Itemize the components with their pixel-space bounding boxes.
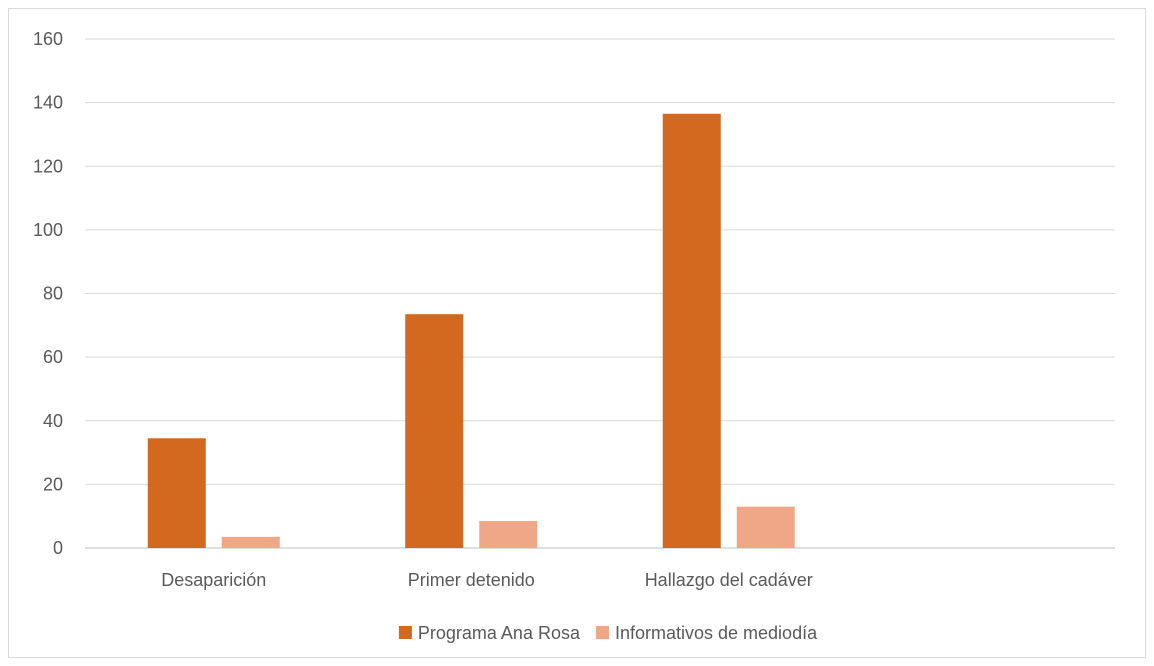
- bar-informativos-de-mediodia: [479, 520, 538, 548]
- x-axis-categories: Desaparición Primer detenido Hallazgo del …: [161, 570, 813, 590]
- bars: [147, 113, 795, 549]
- y-tick-label: 20: [43, 474, 63, 494]
- bar-informativos-de-mediodia: [736, 506, 795, 548]
- bar-programa-ana-rosa: [662, 113, 721, 549]
- bar-informativos-de-mediodia: [221, 536, 280, 548]
- legend-swatch: [595, 626, 609, 639]
- x-category-label: Primer detenido: [408, 570, 535, 590]
- y-tick-label: 0: [53, 538, 63, 558]
- bar-programa-ana-rosa: [405, 314, 464, 548]
- y-tick-label: 40: [43, 411, 63, 431]
- chart-frame: [8, 8, 1146, 658]
- legend: Programa Ana Rosa Informativos de mediodí…: [398, 623, 818, 643]
- x-category-label: Hallazgo del cadáver: [645, 570, 813, 590]
- y-tick-label: 120: [33, 156, 63, 176]
- gridlines: [85, 38, 1115, 549]
- legend-label: Programa Ana Rosa: [418, 623, 581, 643]
- x-category-label: Desaparición: [161, 570, 266, 590]
- bar-programa-ana-rosa: [147, 438, 206, 548]
- legend-label: Informativos de mediodía: [615, 623, 818, 643]
- y-tick-label: 160: [33, 29, 63, 49]
- legend-swatch: [398, 626, 412, 639]
- y-tick-label: 80: [43, 284, 63, 304]
- y-tick-label: 60: [43, 347, 63, 367]
- y-axis-ticks: 0 20 40 60 80 100 120 140 160: [33, 29, 63, 558]
- y-tick-label: 140: [33, 93, 63, 113]
- y-tick-label: 100: [33, 220, 63, 240]
